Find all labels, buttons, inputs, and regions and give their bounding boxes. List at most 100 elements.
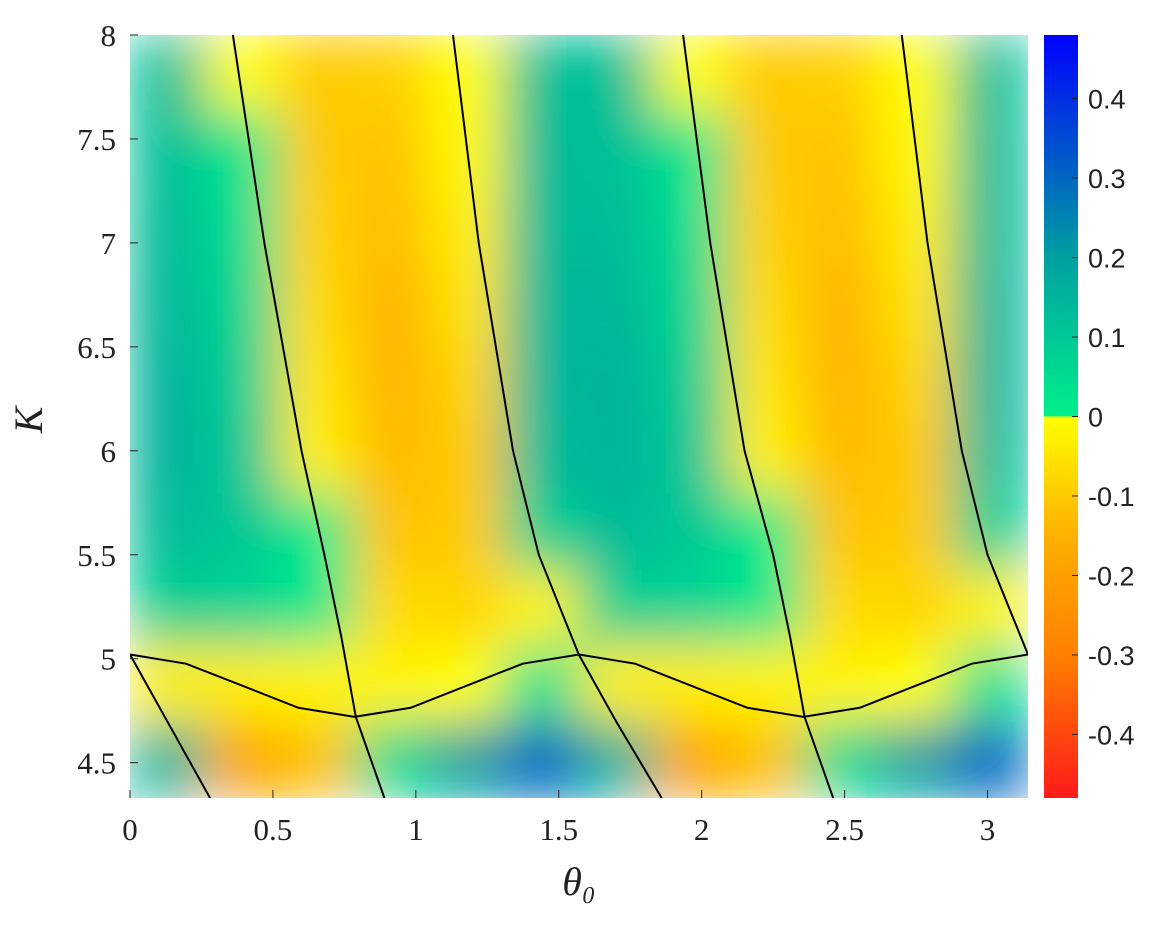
heatmap-cell [204,263,281,341]
heatmap-cell [354,263,430,341]
colorbar-tick-label: -0.2 [1088,561,1135,591]
heatmap-cell [953,263,1028,341]
heatmap-cell [279,645,355,723]
heatmap-cell [130,722,206,798]
heatmap-cell [878,187,954,265]
x-tick-label: 2 [694,812,710,847]
heatmap-cell [579,339,655,417]
heatmap-cell [953,416,1028,494]
heatmap-cell [429,416,505,494]
heatmap-cell [204,645,281,723]
colorbar-tick-label: 0 [1088,403,1103,433]
heatmap-cell [130,35,206,112]
y-tick-label: 6.5 [77,330,116,365]
overlay: 0 0.5 1 1.5 2 2.5 3 4.5 5 5.5 6 6.5 7 7.5 8 -0.4 -0.3 -0.… [77,18,1134,847]
heatmap-cell [354,645,430,723]
colorbar-tick-label: 0.1 [1088,323,1126,353]
heatmap-cell [130,416,206,494]
heatmap-cell [878,569,954,646]
heatmap-cell [204,339,281,417]
x-tick-label: 1.5 [539,812,578,847]
x-tick-label: 0.5 [254,812,293,847]
heatmap-cell [354,569,430,646]
heatmap-cell [354,35,430,112]
contour-line [900,35,1028,655]
y-tick-label: 5.5 [77,538,116,573]
heatmap-cell [579,110,655,189]
heatmap-cell [130,263,206,341]
heatmap-cell [504,110,580,189]
heatmap-cell [803,339,879,417]
x-tick-label: 3 [980,812,996,847]
heatmap-cell [204,416,281,494]
heatmap-cell [204,493,281,570]
heatmap-cell [878,722,954,798]
heatmap-cell [204,110,281,189]
x-axis-label: θ₀ [562,859,596,904]
heatmap-cell [204,722,281,798]
colorbar-tick-label: 0.3 [1088,164,1126,194]
heatmap-cell [504,416,580,494]
colorbar-tick-label: 0.4 [1088,85,1126,115]
heatmap-cell [803,263,879,341]
heatmap-cell [953,187,1028,265]
heatmap-cell [953,35,1028,112]
heatmap-cell [504,339,580,417]
y-tick-label: 7 [101,226,117,261]
heatmap-cell [429,339,505,417]
heatmap-cell [803,493,879,570]
heatmap-cell [504,645,580,723]
heatmap-cell [653,645,730,723]
colorbar-tick-label: 0.2 [1088,244,1126,274]
heatmap-cell [354,339,430,417]
heatmap-cell [279,110,355,189]
heatmap-cell [803,35,879,112]
x-tick-label: 0 [122,812,138,847]
colorbar-tick-label: -0.3 [1088,641,1135,671]
heatmap-cell [728,722,804,798]
contour-line [130,653,1028,718]
heatmap-cell [653,187,730,265]
heatmap-cell [803,569,879,646]
heatmap-cell [429,493,505,570]
heatmap-cell [204,187,281,265]
heatmap-cell [803,722,879,798]
heatmap-cell [728,263,804,341]
heatmap-cell [130,339,206,417]
heatmap-cell [354,416,430,494]
heatmap-cell [504,722,580,798]
heatmap-cell [504,35,580,112]
y-tick-label: 6 [101,434,117,469]
heatmap-cell [130,187,206,265]
heatmap-cell [504,569,580,646]
heatmap-cell [653,569,730,646]
heatmap-cell [728,569,804,646]
heatmap-cell [953,339,1028,417]
heatmap-cell [579,569,655,646]
y-tick-label: 4.5 [77,746,116,781]
heatmap-cell [354,187,430,265]
heatmap-cell [878,339,954,417]
heatmap-cell [803,187,879,265]
heatmap-cell [429,35,505,112]
heatmap-cell [279,722,355,798]
heatmap-cell [953,110,1028,189]
heatmap-cell [728,187,804,265]
heatmap-cell [354,493,430,570]
heatmap-cell [579,263,655,341]
colorbar-tick-label: -0.1 [1088,482,1135,512]
heatmap-cell [579,722,655,798]
heatmap-cell [953,493,1028,570]
y-axis-label: K [6,404,51,434]
heatmap-cell [279,187,355,265]
heatmap-cell [429,645,505,723]
heatmap-cell [130,569,206,646]
y-tick-label: 7.5 [77,122,116,157]
y-tick-label: 8 [101,18,117,53]
heatmap-cell [504,263,580,341]
heatmap-cell [653,339,730,417]
heatmap-cell [878,35,954,112]
heatmap-cell [878,493,954,570]
heatmap-cell [354,110,430,189]
